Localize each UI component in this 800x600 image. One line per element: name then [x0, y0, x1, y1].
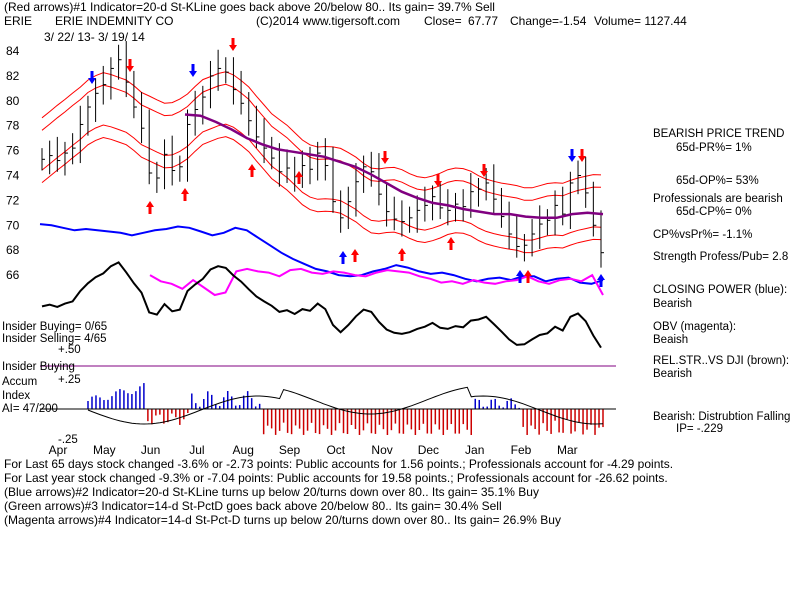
month-label: Dec [418, 443, 439, 457]
footer-line-year: For Last year stock changed -9.3% or -7.… [4, 471, 668, 485]
buy-arrow-icon [398, 248, 406, 261]
ma-line [184, 113, 604, 220]
y-tick-label: 68 [6, 243, 20, 257]
ai-value: AI= 47/200 [2, 403, 58, 415]
month-label: Jan [465, 443, 484, 457]
relstr-value: Bearish [653, 368, 692, 380]
obv-title: OBV (magenta): [653, 321, 737, 333]
close-value: 67.77 [468, 14, 499, 28]
relstr-line [41, 261, 602, 349]
month-label: Sep [279, 443, 301, 457]
relstr-title: REL.STR..VS DJI (brown): [653, 355, 790, 367]
strength-value: Strength Profess/Pub= 2.8 [653, 251, 789, 263]
y-tick-label: 70 [6, 218, 20, 232]
pr-value: 65d-PR%= 1% [676, 142, 752, 154]
signal-arrows [88, 38, 605, 287]
buy-arrow-icon [295, 171, 303, 184]
ticker-symbol: ERIE [4, 14, 33, 28]
y-tick-label: 78 [6, 119, 20, 133]
date-range: 3/ 22/ 13- 3/ 19/ 14 [44, 30, 145, 44]
buy-arrow-icon [146, 201, 154, 214]
footer-blue-arrows: (Blue arrows)#2 Indicator=20-d St-KLine … [4, 485, 539, 499]
red-arrows-indicator-text: (Red arrows)#1 Indicator=20-d St-KLine g… [4, 0, 495, 14]
insider-buying-count: Insider Buying= 0/65 [2, 321, 108, 333]
footer-line-65days: For Last 65 days stock changed -3.6% or … [4, 457, 674, 471]
sell-arrow-icon [189, 64, 197, 77]
price-bars [41, 41, 604, 268]
axes: Apr May Jun Jul Aug Sep Oct Nov Dec Jan Feb Mar 84 82… [6, 44, 616, 457]
month-label: May [93, 443, 116, 457]
volume-value: Volume= 1127.44 [594, 14, 687, 28]
distribution-text: Bearish: Distrubtion Falling [653, 411, 791, 423]
month-label: Nov [371, 443, 392, 457]
sell-arrow-icon [568, 149, 576, 162]
y-tick-label: 72 [6, 193, 20, 207]
month-label: Mar [557, 443, 578, 457]
footer-green-arrows: (Green arrows)#3 Indicator=14-d St-PctD … [4, 499, 502, 513]
close-label: Close= [424, 14, 462, 28]
cp-value: 65d-CP%= 0% [676, 206, 752, 218]
minus25-label: -.25 [58, 434, 78, 446]
accumulation-index [87, 383, 604, 435]
month-label: Jun [141, 443, 160, 457]
sell-arrow-icon [88, 71, 96, 84]
professionals-text: Professionals are bearish [653, 193, 783, 205]
month-label: Feb [511, 443, 532, 457]
month-label: Oct [326, 443, 345, 457]
y-tick-label: 84 [6, 44, 20, 58]
buy-arrow-icon [516, 270, 524, 283]
plus50-label: +.50 [58, 344, 81, 356]
upper-band-inner [41, 83, 602, 201]
accum-label: Accum [2, 376, 38, 388]
y-tick-label: 74 [6, 169, 20, 183]
obv-value: Beaish [653, 334, 689, 346]
y-tick-label: 76 [6, 144, 20, 158]
sell-arrow-icon [578, 149, 586, 162]
month-label: Aug [233, 443, 254, 457]
sell-arrow-icon [229, 38, 237, 51]
op-value: 65d-OP%= 53% [676, 175, 759, 187]
cpvspr-value: CP%vsPr%= -1.1% [653, 229, 753, 241]
sell-arrow-icon [126, 59, 134, 72]
accum-ma-line [87, 386, 604, 425]
insider-buying-label: Insider Buying [2, 361, 75, 373]
obv-line [149, 267, 604, 297]
buy-arrow-icon [524, 270, 532, 283]
change-value: Change=-1.54 [510, 14, 587, 28]
y-tick-label: 66 [6, 268, 20, 282]
y-tick-label: 82 [6, 69, 20, 83]
index-label: Index [2, 390, 31, 402]
y-tick-label: 80 [6, 94, 20, 108]
relative-strength-line [41, 261, 602, 349]
obv-line [149, 267, 604, 297]
trend-title: BEARISH PRICE TREND [653, 128, 785, 140]
month-label: Jul [189, 443, 204, 457]
moving-average [184, 113, 604, 220]
insider-selling-count: Insider Selling= 4/65 [2, 333, 107, 345]
ip-value: IP= -.229 [676, 423, 723, 435]
buy-arrow-icon [248, 164, 256, 177]
closing-power-line [39, 223, 604, 285]
buy-arrow-icon [597, 274, 605, 287]
sell-arrow-icon [381, 151, 389, 164]
plus25-label: +.25 [58, 374, 81, 386]
month-label: Apr [49, 443, 68, 457]
upper-band-outer [41, 71, 602, 189]
sell-arrow-icon [434, 174, 442, 187]
lower-band-outer [41, 136, 602, 254]
copyright-text: (C)2014 www.tigersoft.com [256, 14, 401, 28]
closing-power-value: Bearish [653, 298, 692, 310]
closing-power-line [39, 223, 604, 285]
lower-band-inner [41, 123, 602, 241]
sell-arrow-icon [480, 164, 488, 177]
buy-arrow-icon [339, 251, 347, 264]
closing-power-title: CLOSING POWER (blue): [653, 284, 788, 296]
footer-magenta-arrows: (Magenta arrows)#4 Indicator=14-d St-Pct… [4, 513, 561, 527]
bollinger-bands [41, 71, 602, 254]
buy-arrow-icon [181, 188, 189, 201]
buy-arrow-icon [351, 249, 359, 262]
company-name: ERIE INDEMNITY CO [55, 14, 174, 28]
buy-arrow-icon [447, 237, 455, 250]
